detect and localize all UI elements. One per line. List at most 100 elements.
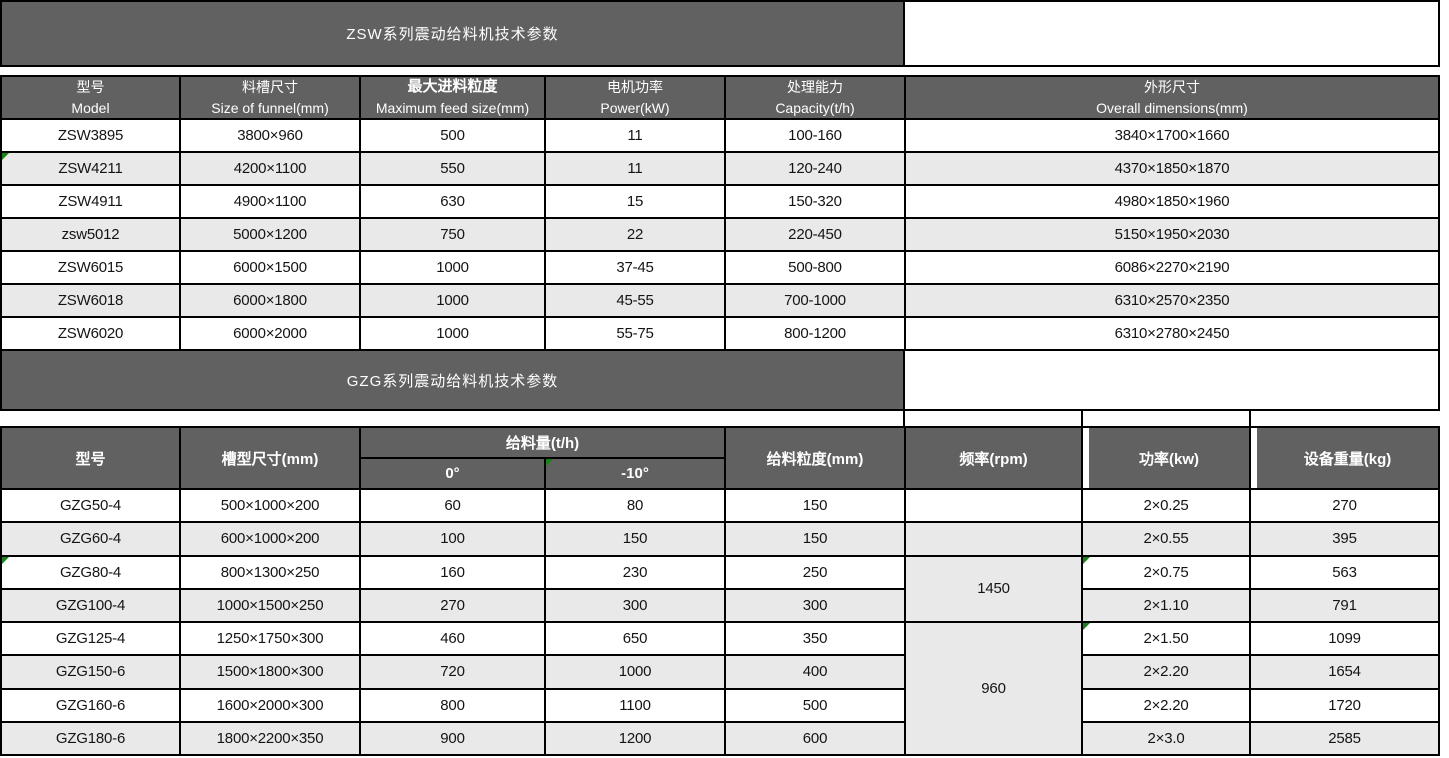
zsw-col-header-model: 型号 Model	[2, 77, 179, 118]
zsw-cell-funnel: 3800×960	[181, 120, 359, 151]
gzg-cell-trough: 800×1300×250	[181, 556, 359, 588]
cell-text: 2×0.75	[1143, 563, 1189, 581]
gzg-cell-deg10: 150	[546, 523, 724, 555]
header-inner: 功率(kw)	[1089, 428, 1249, 488]
gzg-col-header-feed-size: 给料粒度(mm)	[726, 428, 904, 488]
gzg-cell-deg0: 270	[361, 589, 544, 621]
header-zh: 料槽尺寸	[242, 79, 298, 96]
zsw-cell-capacity: 800-1200	[726, 318, 904, 349]
gzg-col-header-model: 型号	[2, 428, 179, 488]
gzg-col-header-power: 功率(kw)	[1083, 428, 1249, 488]
zsw-cell-dimensions: 5150×1950×2030	[906, 219, 1438, 250]
gzg-cell-trough: 1500×1800×300	[181, 656, 359, 688]
gzg-frequency-merged-cell-960: 960	[906, 623, 1081, 754]
excel-corner-flag-icon	[1083, 556, 1090, 564]
zsw-cell-feed: 1000	[361, 285, 544, 316]
zsw-cell-dimensions: 4370×1850×1870	[906, 153, 1438, 184]
zsw-cell-feed: 630	[361, 186, 544, 217]
gzg-cell-power: 2×0.55	[1083, 523, 1249, 555]
zsw-table-title-bar: ZSW系列震动给料机技术参数	[2, 2, 905, 65]
gzg-cell-power: 2×2.20	[1083, 656, 1249, 688]
zsw-cell-power: 15	[546, 186, 724, 217]
grid-divider	[1249, 411, 1251, 426]
gzg-cell-weight: 2585	[1251, 722, 1438, 754]
gzg-cell-size: 400	[726, 656, 904, 688]
zsw-table: 型号 Model 料槽尺寸 Size of funnel(mm) 最大进料粒度 …	[0, 75, 1440, 349]
zsw-cell-capacity: 120-240	[726, 153, 904, 184]
header-text: -10°	[621, 465, 649, 482]
excel-corner-flag-icon	[546, 459, 553, 466]
header-en: Power(kW)	[600, 99, 670, 116]
zsw-cell-funnel: 6000×1500	[181, 252, 359, 283]
zsw-table-title: ZSW系列震动给料机技术参数	[346, 26, 559, 43]
zsw-cell-funnel: 6000×1800	[181, 285, 359, 316]
header-zh: 型号	[76, 79, 105, 96]
zsw-cell-model: zsw5012	[2, 219, 179, 250]
grid-divider	[1081, 411, 1083, 426]
gzg-cell-size: 300	[726, 589, 904, 621]
gzg-cell-deg0: 100	[361, 523, 544, 555]
zsw-cell-power: 55-75	[546, 318, 724, 349]
zsw-cell-feed: 550	[361, 153, 544, 184]
gzg-cell-trough: 1800×2200×350	[181, 722, 359, 754]
zsw-cell-capacity: 700-1000	[726, 285, 904, 316]
gzg-col-header-weight: 设备重量(kg)	[1251, 428, 1438, 488]
zsw-title-blank-area	[905, 2, 1438, 65]
gzg-cell-trough: 600×1000×200	[181, 523, 359, 555]
gzg-cell-size: 600	[726, 722, 904, 754]
gzg-col-header-trough-size: 槽型尺寸(mm)	[181, 428, 359, 488]
gzg-cell-trough: 1250×1750×300	[181, 623, 359, 655]
zsw-cell-power: 22	[546, 219, 724, 250]
gzg-cell-power: 2×2.20	[1083, 689, 1249, 721]
gzg-cell-model: GZG100-4	[2, 589, 179, 621]
gzg-title-blank-area	[905, 351, 1438, 409]
gzg-cell-weight: 1654	[1251, 656, 1438, 688]
zsw-cell-dimensions: 6086×2270×2190	[906, 252, 1438, 283]
gzg-cell-power: 2×1.10	[1083, 589, 1249, 621]
gzg-cell-weight: 270	[1251, 490, 1438, 522]
header-zh: 处理能力	[787, 79, 843, 96]
gzg-frequency-empty-cell	[906, 490, 1081, 522]
zsw-cell-power: 37-45	[546, 252, 724, 283]
zsw-cell-model: ZSW4911	[2, 186, 179, 217]
gzg-cell-model: GZG160-6	[2, 689, 179, 721]
zsw-cell-model: ZSW6020	[2, 318, 179, 349]
gzg-cell-deg0: 160	[361, 556, 544, 588]
gzg-cell-trough: 500×1000×200	[181, 490, 359, 522]
zsw-cell-capacity: 100-160	[726, 120, 904, 151]
excel-corner-flag-icon	[2, 556, 9, 564]
header-inner: 设备重量(kg)	[1257, 428, 1438, 488]
header-text: 功率(kw)	[1138, 450, 1199, 468]
gzg-col-header-angle-minus10: -10°	[546, 459, 724, 488]
header-text: 设备重量(kg)	[1303, 450, 1392, 468]
gzg-cell-deg10: 1000	[546, 656, 724, 688]
gzg-cell-power: 2×1.50	[1083, 623, 1249, 655]
zsw-cell-funnel: 6000×2000	[181, 318, 359, 349]
gzg-cell-power: 2×3.0	[1083, 722, 1249, 754]
gzg-col-header-angle-0: 0°	[361, 459, 544, 488]
zsw-cell-feed: 750	[361, 219, 544, 250]
cell-text: 2×1.50	[1143, 630, 1189, 648]
gzg-cell-deg10: 1100	[546, 689, 724, 721]
zsw-cell-funnel: 4200×1100	[181, 153, 359, 184]
gzg-cell-model: GZG80-4	[2, 556, 179, 588]
gzg-cell-power: 2×0.75	[1083, 556, 1249, 588]
gzg-cell-deg10: 1200	[546, 722, 724, 754]
gzg-cell-deg0: 460	[361, 623, 544, 655]
excel-corner-flag-icon	[1083, 623, 1090, 630]
zsw-cell-funnel: 4900×1100	[181, 186, 359, 217]
zsw-cell-feed: 1000	[361, 252, 544, 283]
gzg-cell-deg10: 650	[546, 623, 724, 655]
gzg-table-title: GZG系列震动给料机技术参数	[346, 372, 559, 390]
gzg-cell-weight: 395	[1251, 523, 1438, 555]
gzg-cell-size: 150	[726, 523, 904, 555]
zsw-cell-dimensions: 4980×1850×1960	[906, 186, 1438, 217]
header-zh: 最大进料粒度	[407, 78, 498, 96]
gzg-col-header-feed-rate: 给料量(t/h)	[361, 428, 724, 457]
zsw-cell-model: ZSW4211	[2, 153, 179, 184]
gzg-cell-weight: 791	[1251, 589, 1438, 621]
header-en: Model	[71, 99, 110, 116]
zsw-title-zone: ZSW系列震动给料机技术参数	[0, 0, 1440, 67]
gzg-cell-trough: 1600×2000×300	[181, 689, 359, 721]
zsw-cell-feed: 1000	[361, 318, 544, 349]
